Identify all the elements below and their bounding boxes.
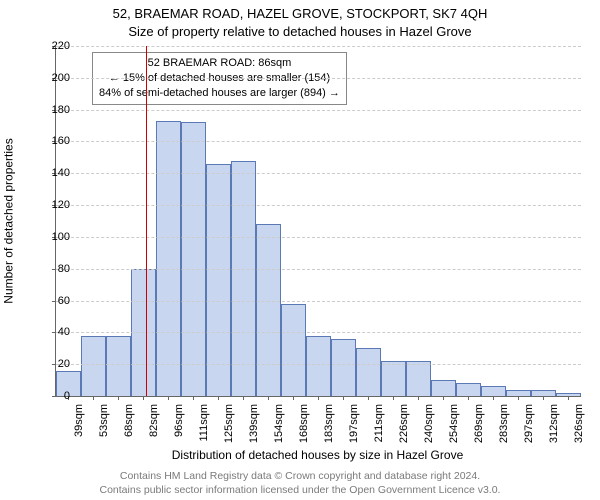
xtick-mark xyxy=(143,396,144,400)
xtick-label: 183sqm xyxy=(323,404,335,454)
xtick-mark xyxy=(418,396,419,400)
ytick-label: 40 xyxy=(30,326,70,338)
ytick-label: 180 xyxy=(30,104,70,116)
xtick-label: 96sqm xyxy=(173,404,185,454)
xtick-label: 197sqm xyxy=(348,404,360,454)
xtick-mark xyxy=(568,396,569,400)
chart-bar xyxy=(181,122,206,396)
xtick-mark xyxy=(243,396,244,400)
chart-bar xyxy=(206,164,231,396)
xtick-label: 211sqm xyxy=(373,404,385,454)
xtick-label: 226sqm xyxy=(398,404,410,454)
ytick-label: 220 xyxy=(30,40,70,52)
xtick-mark xyxy=(493,396,494,400)
chart-bar xyxy=(356,348,381,396)
xtick-mark xyxy=(343,396,344,400)
grid-line xyxy=(56,141,581,142)
grid-line xyxy=(56,173,581,174)
footer-line-1: Contains HM Land Registry data © Crown c… xyxy=(0,470,600,482)
chart-bar xyxy=(106,336,131,396)
xtick-mark xyxy=(518,396,519,400)
chart-bar xyxy=(256,224,281,396)
xtick-mark xyxy=(193,396,194,400)
ytick-label: 80 xyxy=(30,263,70,275)
xtick-label: 326sqm xyxy=(573,404,585,454)
xtick-label: 254sqm xyxy=(448,404,460,454)
xtick-label: 139sqm xyxy=(248,404,260,454)
page-title-1: 52, BRAEMAR ROAD, HAZEL GROVE, STOCKPORT… xyxy=(0,6,600,21)
grid-line xyxy=(56,46,581,47)
xtick-mark xyxy=(318,396,319,400)
xtick-mark xyxy=(268,396,269,400)
xtick-mark xyxy=(118,396,119,400)
chart-bar xyxy=(431,380,456,396)
xtick-mark xyxy=(468,396,469,400)
grid-line xyxy=(56,332,581,333)
xtick-mark xyxy=(218,396,219,400)
xtick-mark xyxy=(368,396,369,400)
grid-line xyxy=(56,269,581,270)
y-axis-label-container: Number of detached properties xyxy=(2,46,16,396)
xtick-mark xyxy=(293,396,294,400)
ytick-label: 200 xyxy=(30,72,70,84)
ytick-label: 20 xyxy=(30,358,70,370)
chart-bar xyxy=(331,339,356,396)
xtick-mark xyxy=(168,396,169,400)
grid-line xyxy=(56,78,581,79)
xtick-label: 240sqm xyxy=(423,404,435,454)
xtick-label: 269sqm xyxy=(473,404,485,454)
ytick-label: 0 xyxy=(30,390,70,402)
grid-line xyxy=(56,364,581,365)
xtick-label: 68sqm xyxy=(123,404,135,454)
chart-bar xyxy=(456,383,481,396)
ytick-label: 160 xyxy=(30,135,70,147)
xtick-label: 168sqm xyxy=(298,404,310,454)
ytick-label: 140 xyxy=(30,167,70,179)
xtick-label: 53sqm xyxy=(98,404,110,454)
grid-line xyxy=(56,237,581,238)
xtick-mark xyxy=(93,396,94,400)
chart-bar xyxy=(481,386,506,396)
marker-line xyxy=(146,46,147,396)
xtick-label: 154sqm xyxy=(273,404,285,454)
footer-line-2: Contains public sector information licen… xyxy=(0,484,600,496)
ytick-label: 60 xyxy=(30,295,70,307)
chart-bar xyxy=(381,361,406,396)
x-axis-label: Distribution of detached houses by size … xyxy=(55,448,580,462)
xtick-label: 39sqm xyxy=(73,404,85,454)
chart-bar xyxy=(281,304,306,396)
page-title-2: Size of property relative to detached ho… xyxy=(0,24,600,39)
y-axis-label: Number of detached properties xyxy=(2,138,16,303)
chart-bar xyxy=(306,336,331,396)
xtick-label: 111sqm xyxy=(198,404,210,454)
x-axis-ticks: 39sqm 53sqm 68sqm 82sqm 96sqm 111sqm 125sqm 139… xyxy=(55,396,580,456)
xtick-label: 125sqm xyxy=(223,404,235,454)
grid-line xyxy=(56,110,581,111)
xtick-label: 297sqm xyxy=(523,404,535,454)
chart-bar xyxy=(406,361,431,396)
xtick-mark xyxy=(393,396,394,400)
xtick-mark xyxy=(543,396,544,400)
grid-line xyxy=(56,301,581,302)
chart-plot-area: 52 BRAEMAR ROAD: 86sqm ← 15% of detached… xyxy=(55,46,581,397)
xtick-label: 283sqm xyxy=(498,404,510,454)
ytick-label: 120 xyxy=(30,199,70,211)
chart-bar xyxy=(156,121,181,396)
grid-line xyxy=(56,205,581,206)
chart-bar xyxy=(231,161,256,396)
xtick-label: 82sqm xyxy=(148,404,160,454)
annotation-line-1: 52 BRAEMAR ROAD: 86sqm xyxy=(99,56,340,71)
xtick-mark xyxy=(443,396,444,400)
chart-bar xyxy=(81,336,106,396)
annotation-line-3: 84% of semi-detached houses are larger (… xyxy=(99,86,340,101)
ytick-label: 100 xyxy=(30,231,70,243)
xtick-label: 312sqm xyxy=(548,404,560,454)
